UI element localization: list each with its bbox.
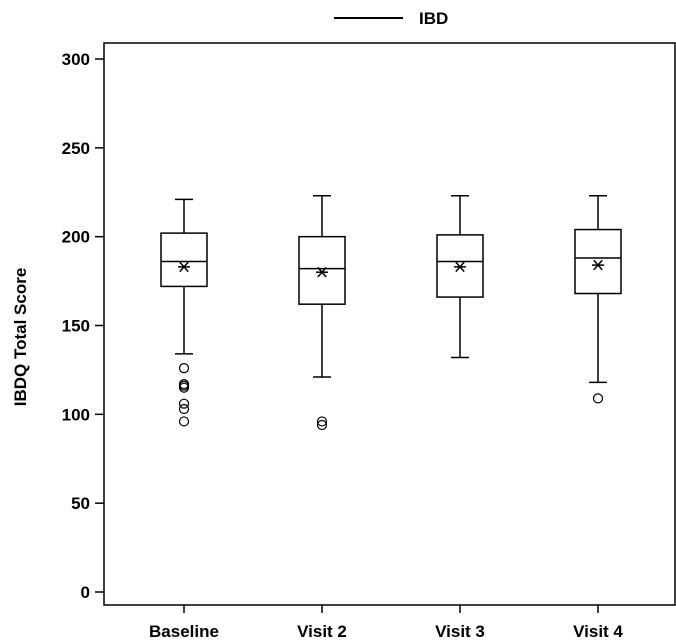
box-series [160, 195, 622, 431]
iqr-box [298, 235, 346, 305]
box-group [160, 198, 208, 427]
y-tick-label: 150 [62, 317, 90, 336]
outlier-point [178, 398, 190, 409]
y-tick-label: 50 [71, 494, 90, 513]
mean-marker [592, 259, 604, 271]
mean-marker [178, 261, 190, 273]
y-tick-label: 250 [62, 139, 90, 158]
outlier-point [316, 419, 328, 431]
y-tick-label: 100 [62, 405, 90, 424]
box-group [436, 195, 484, 359]
x-axis: Baseline Visit 2 Visit 3 Visit 4 [149, 605, 623, 641]
legend: IBD [334, 9, 448, 28]
outlier-point [178, 382, 190, 393]
x-tick-label: Visit 3 [435, 622, 485, 641]
x-tick-label: Visit 4 [573, 622, 623, 641]
outlier-point [178, 416, 190, 427]
plot-area-frame [103, 42, 676, 606]
box-group [574, 195, 622, 404]
outlier-point [592, 393, 604, 404]
outlier-point [178, 403, 190, 415]
legend-label: IBD [419, 9, 448, 28]
outlier-point [316, 416, 328, 427]
y-tick-label: 200 [62, 228, 90, 247]
outlier-point [178, 363, 190, 374]
iqr-box [160, 232, 208, 288]
y-axis: 0 50 100 150 200 250 300 [62, 50, 104, 602]
iqr-box [574, 228, 622, 295]
mean-marker [454, 261, 466, 273]
y-axis-title: IBDQ Total Score [11, 268, 30, 407]
y-tick-label: 300 [62, 50, 90, 69]
box-group [298, 195, 346, 431]
x-tick-label: Visit 2 [297, 622, 347, 641]
x-tick-label: Baseline [149, 622, 219, 641]
y-tick-label: 0 [81, 583, 90, 602]
mean-marker [316, 266, 328, 278]
